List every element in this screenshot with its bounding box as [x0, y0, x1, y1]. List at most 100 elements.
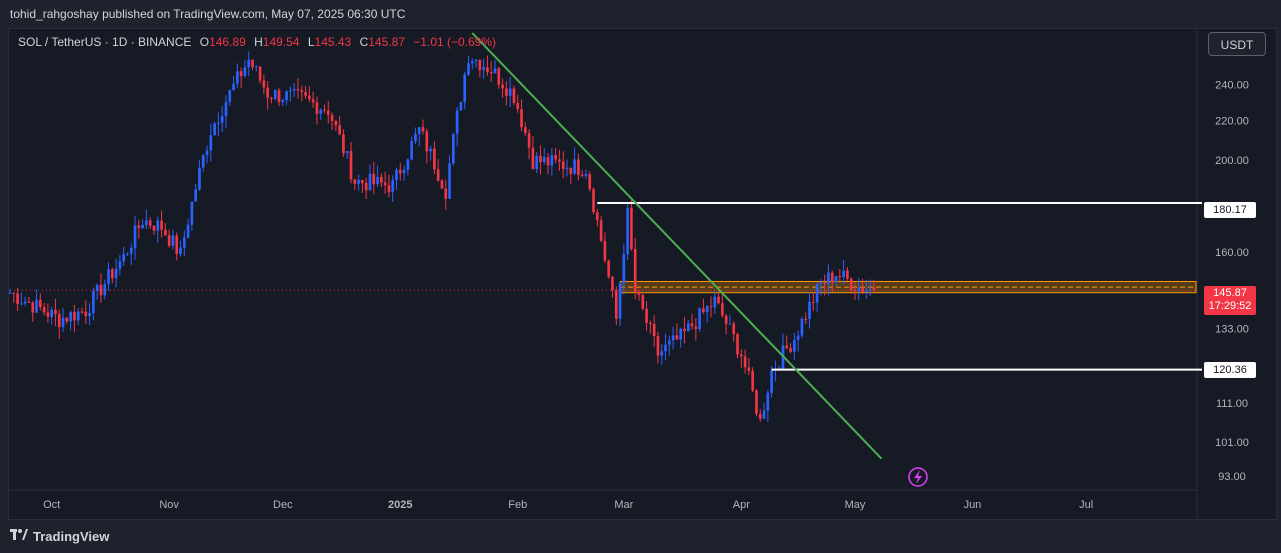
currency-button[interactable]: USDT — [1208, 32, 1266, 56]
candle-body — [861, 287, 864, 293]
candle-body — [489, 72, 493, 74]
candle-body — [497, 68, 501, 85]
candle-body — [611, 276, 614, 291]
candle-body — [747, 367, 751, 371]
candle-body — [758, 413, 762, 419]
candle-body — [190, 201, 194, 225]
candle-body — [270, 97, 273, 99]
candle-body — [660, 351, 664, 356]
candle-body — [800, 318, 804, 336]
candle-body — [452, 133, 455, 164]
top-bar: tohid_rahgoshay published on TradingView… — [0, 0, 1281, 28]
y-tick-label: 111.00 — [1216, 398, 1248, 410]
candle-body — [505, 88, 508, 96]
candle-body — [152, 225, 156, 231]
candle-body — [724, 315, 728, 325]
candle-body — [353, 179, 357, 184]
candle-body — [558, 159, 561, 162]
tradingview-logo[interactable]: TradingView — [10, 529, 109, 544]
candle-body — [266, 87, 269, 98]
candle-body — [198, 167, 201, 190]
candle-body — [736, 334, 739, 355]
candle-body — [728, 323, 732, 325]
change-value: −1.01 (−0.69%) — [413, 35, 497, 49]
candle-body — [145, 220, 148, 225]
candle-body — [686, 323, 690, 332]
candle-body — [516, 102, 520, 110]
candle-body — [171, 235, 175, 246]
candle-body — [12, 292, 16, 294]
candle-body — [16, 293, 19, 304]
candle-body — [709, 306, 713, 308]
candle-body — [652, 323, 656, 336]
candle-body — [637, 292, 641, 295]
support-price-label: 120.36 — [1204, 362, 1256, 378]
candle-body — [577, 159, 580, 175]
low-label: L — [307, 35, 315, 49]
candle-body — [493, 68, 497, 74]
x-tick-label: Feb — [508, 499, 527, 511]
candle-body — [595, 212, 599, 221]
candle-body — [474, 59, 478, 62]
candle-body — [262, 80, 266, 88]
candle-body — [31, 302, 35, 313]
candle-body — [827, 272, 830, 284]
candle-body — [743, 356, 747, 368]
candle-body — [107, 269, 110, 284]
candle-body — [35, 299, 38, 313]
candle-body — [721, 303, 724, 316]
candle-body — [531, 147, 535, 170]
footer-bar: TradingView — [0, 520, 1281, 553]
candle-body — [717, 296, 720, 304]
resistance-price-label: 180.17 — [1204, 202, 1256, 218]
candle-body — [285, 91, 288, 101]
candle-body — [76, 311, 80, 321]
candle-body — [213, 123, 216, 136]
x-tick-label: Jul — [1079, 499, 1093, 511]
symbol-title: SOL / TetherUS · 1D · BINANCE — [18, 35, 192, 49]
candle-body — [455, 110, 459, 134]
candle-body — [508, 88, 512, 96]
tradingview-brand: TradingView — [33, 529, 110, 544]
chart-panel[interactable] — [8, 28, 1277, 520]
candle-body — [868, 289, 872, 291]
y-tick-label: 200.00 — [1215, 155, 1249, 167]
candle-body — [160, 220, 163, 230]
candle-body — [766, 392, 770, 411]
candle-body — [853, 290, 857, 292]
candle-body — [436, 169, 440, 181]
bar-countdown: 17:29:52 — [1208, 300, 1252, 312]
high-label: H — [254, 35, 263, 49]
candle-body — [467, 63, 470, 75]
candle-body — [141, 224, 144, 229]
candle-body — [232, 83, 235, 91]
candle-body — [23, 301, 27, 304]
candle-body — [349, 150, 353, 180]
x-tick-label: May — [845, 499, 866, 511]
y-tick-label: 160.00 — [1215, 247, 1249, 259]
candle-body — [179, 247, 182, 254]
candle-body — [99, 284, 103, 296]
candle-body — [679, 328, 683, 340]
candle-body — [705, 306, 709, 313]
candle-body — [247, 59, 251, 68]
candle-body — [308, 95, 311, 100]
candle-body — [164, 229, 167, 236]
publisher-caption: tohid_rahgoshay published on TradingView… — [10, 7, 406, 21]
candle-body — [80, 311, 84, 313]
candle-body — [304, 92, 307, 96]
candle-body — [323, 109, 326, 111]
candle-body — [167, 235, 171, 246]
candle-body — [478, 59, 482, 71]
candle-body — [398, 169, 402, 174]
candle-body — [281, 100, 285, 103]
candle-body — [713, 296, 717, 308]
candle-body — [520, 109, 523, 128]
candle-body — [383, 182, 387, 186]
candle-body — [338, 125, 341, 135]
candle-body — [137, 225, 141, 229]
candle-body — [633, 249, 637, 293]
candle-body — [785, 345, 789, 349]
candle-body — [535, 155, 539, 170]
